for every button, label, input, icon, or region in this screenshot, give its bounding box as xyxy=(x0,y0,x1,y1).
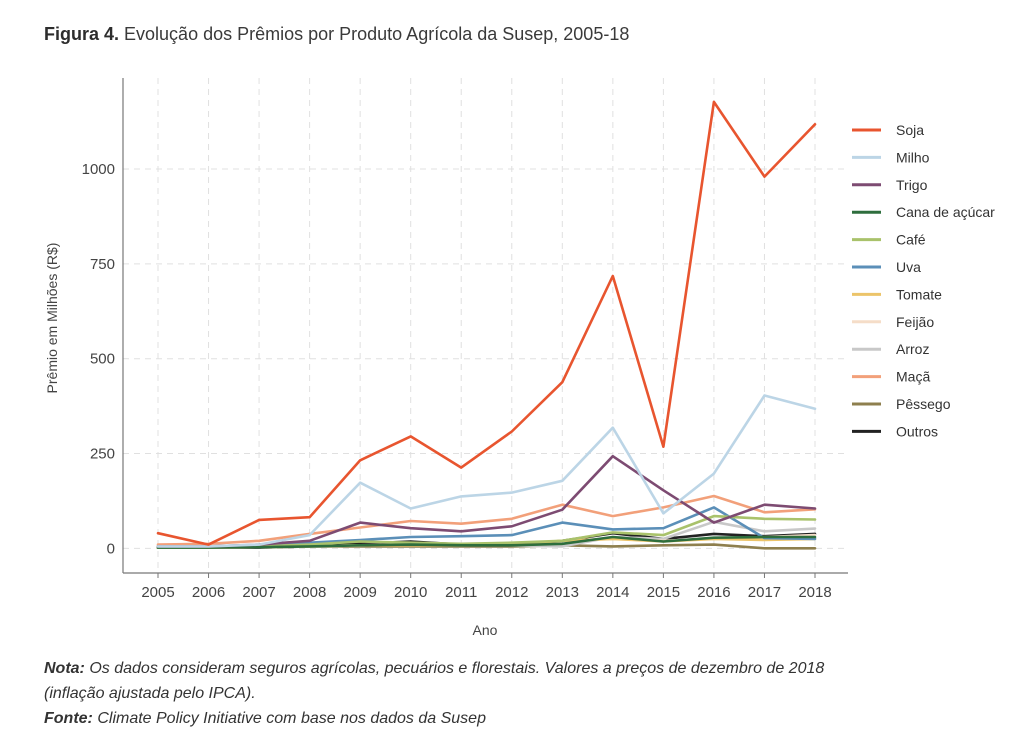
legend-label: Café xyxy=(896,232,926,248)
legend-label: Soja xyxy=(896,122,924,138)
legend-label: Trigo xyxy=(896,177,928,193)
x-tick-label: 2005 xyxy=(141,584,174,601)
legend-label: Pêssego xyxy=(896,396,951,412)
series-line-milho xyxy=(156,394,817,548)
x-tick-label: 2011 xyxy=(445,584,477,601)
series-line-ma- xyxy=(156,494,817,546)
x-axis-label: Ano xyxy=(473,622,498,638)
fonte-text: Climate Policy Initiative com base nos d… xyxy=(97,710,486,727)
nota-text: Os dados consideram seguros agrícolas, p… xyxy=(89,660,825,677)
chart-grid xyxy=(123,78,848,573)
x-tick-label: 2017 xyxy=(748,584,781,601)
legend-label: Milho xyxy=(896,149,930,165)
x-tick-label: 2010 xyxy=(394,584,427,601)
legend-label: Maçã xyxy=(896,369,930,385)
y-tick-label: 750 xyxy=(90,256,115,273)
x-tick-label: 2014 xyxy=(596,584,629,601)
legend-label: Arroz xyxy=(896,341,929,357)
y-tick-label: 500 xyxy=(90,351,115,368)
nota-line-2: (inflação ajustada pelo IPCA). xyxy=(44,685,256,702)
legend-label: Tomate xyxy=(896,286,942,302)
x-tick-label: 2008 xyxy=(293,584,326,601)
fonte-label: Fonte: xyxy=(44,710,93,727)
legend-label: Feijão xyxy=(896,314,934,330)
chart-series xyxy=(156,100,817,550)
y-tick-label: 1000 xyxy=(82,161,115,178)
x-tick-label: 2009 xyxy=(343,584,376,601)
fonte-line: Fonte: Climate Policy Initiative com bas… xyxy=(44,706,824,731)
y-tick-label: 250 xyxy=(90,446,115,463)
figure-notes: Nota: Os dados consideram seguros agríco… xyxy=(44,656,824,731)
nota-label: Nota: xyxy=(44,660,85,677)
legend-label: Cana de açúcar xyxy=(896,204,995,220)
y-tick-label: 0 xyxy=(107,540,115,557)
y-axis-label: Prêmio em Milhões (R$) xyxy=(44,243,60,394)
x-tick-label: 2013 xyxy=(546,584,579,601)
x-tick-label: 2007 xyxy=(242,584,275,601)
chart-axes: 0 250 500 750 1000 2005 2006 2007 2008 2009 2010 20… xyxy=(44,78,848,638)
x-tick-label: 2015 xyxy=(647,584,680,601)
series-line-cana-de-a-car xyxy=(156,535,817,549)
figure-label: Figura 4. xyxy=(44,24,120,44)
x-tick-label: 2012 xyxy=(495,584,528,601)
series-line-soja xyxy=(156,100,817,546)
chart-legend: Soja Milho Trigo Cana de açúcar Café Uva Tomat… xyxy=(852,122,995,439)
x-tick-label: 2006 xyxy=(192,584,225,601)
x-tick-label: 2016 xyxy=(697,584,730,601)
nota-line: Nota: Os dados consideram seguros agríco… xyxy=(44,656,824,681)
figure-title-text: Evolução dos Prêmios por Produto Agrícol… xyxy=(124,24,630,44)
x-tick-label: 2018 xyxy=(798,584,831,601)
legend-label: Uva xyxy=(896,259,921,275)
figure-title: Figura 4. Evolução dos Prêmios por Produ… xyxy=(44,24,629,45)
legend-label: Outros xyxy=(896,423,938,439)
